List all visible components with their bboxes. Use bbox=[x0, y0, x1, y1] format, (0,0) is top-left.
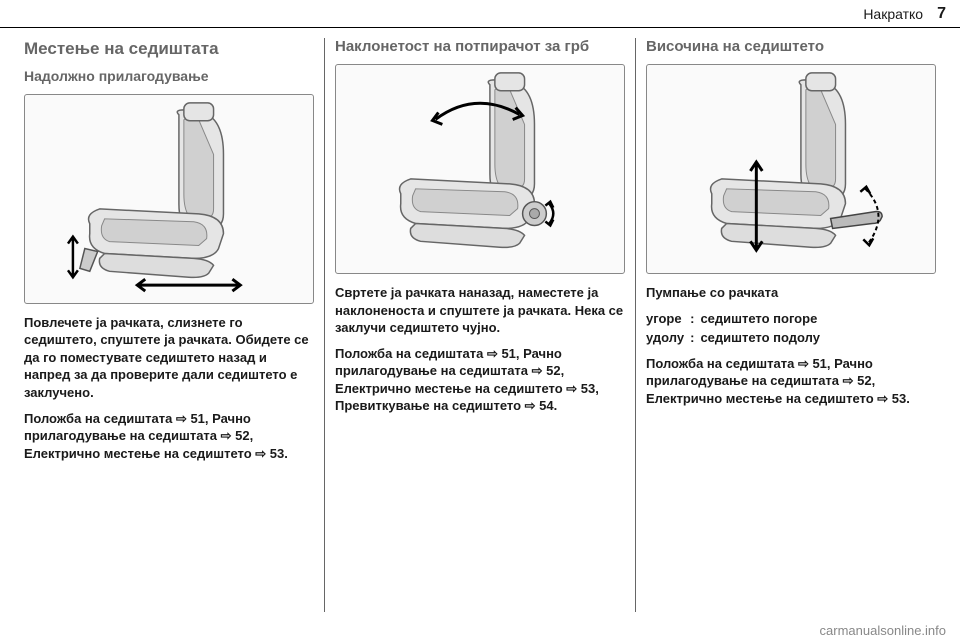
content-area: Местење на седиштата Надолжно прилагодув… bbox=[0, 28, 960, 622]
col1-para-2: Положба на седиштата ⇨ 51, Рачно прилаго… bbox=[24, 410, 314, 463]
col3-subtitle: Височина на седиштето bbox=[646, 38, 936, 56]
col2-para-2: Положба на седиштата ⇨ 51, Рачно прилаго… bbox=[335, 345, 625, 415]
figure-seat-height bbox=[646, 64, 936, 274]
col2-subtitle: Наклонетост на потпирачот за грб bbox=[335, 38, 625, 56]
col3-para-2: Положба на седиштата ⇨ 51, Рачно прилаго… bbox=[646, 355, 936, 408]
def-colon: : bbox=[690, 310, 694, 328]
height-direction-table: угоре : седиштето погоре удолу : седиште… bbox=[646, 310, 936, 347]
header-section-name: Накратко bbox=[863, 6, 923, 22]
backrest-tilt-illustration bbox=[336, 65, 624, 273]
header-page-number: 7 bbox=[937, 5, 946, 23]
page-header: Накратко 7 bbox=[0, 0, 960, 28]
seat-slide-illustration bbox=[25, 95, 313, 303]
figure-seat-slide bbox=[24, 94, 314, 304]
col1-subtitle: Надолжно прилагодување bbox=[24, 67, 314, 86]
col3-pump-label: Пумпање со рачката bbox=[646, 284, 936, 302]
def-down-label: удолу bbox=[646, 329, 684, 347]
seat-height-illustration bbox=[647, 65, 935, 273]
def-down-value: седиштето подолу bbox=[700, 329, 936, 347]
def-colon-2: : bbox=[690, 329, 694, 347]
col1-para-1: Повлечете ја рачката, слизнете го седишт… bbox=[24, 314, 314, 402]
column-3: Височина на седиштето bbox=[635, 38, 946, 612]
figure-backrest-tilt bbox=[335, 64, 625, 274]
col1-title: Местење на седиштата bbox=[24, 38, 314, 61]
def-up-value: седиштето погоре bbox=[700, 310, 936, 328]
watermark: carmanualsonline.info bbox=[820, 623, 946, 638]
col2-para-1: Свртете ја рачката наназад, наместете ја… bbox=[335, 284, 625, 337]
column-2: Наклонетост на потпирачот за грб bbox=[324, 38, 635, 612]
column-1: Местење на седиштата Надолжно прилагодув… bbox=[14, 38, 324, 612]
def-up-label: угоре bbox=[646, 310, 684, 328]
